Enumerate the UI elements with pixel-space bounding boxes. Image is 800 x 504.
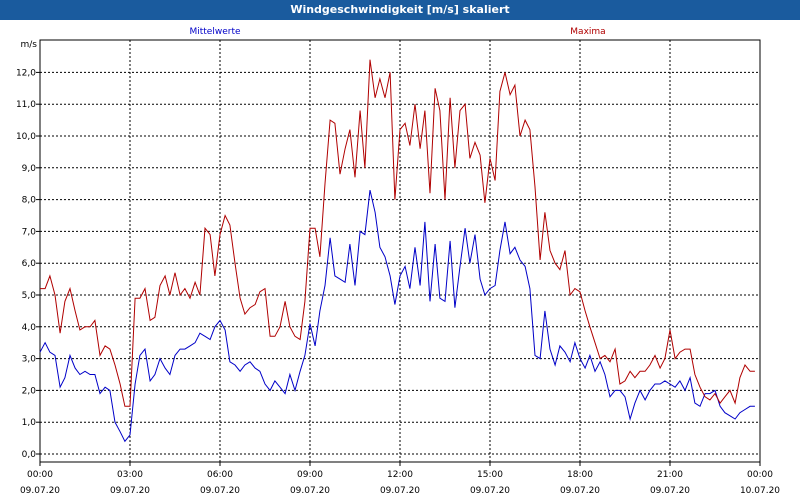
y-axis-label: m/s: [21, 40, 38, 50]
chart-area: 0,0 1,0 2,0 3,0 4,0 5,0 6,0 7,0 8,0 9,0 10,0 11,0 12…: [0, 20, 800, 500]
y-tick-label: 5,0: [22, 291, 37, 301]
x-tick-date-label: 09.07.20: [20, 486, 60, 496]
y-tick-label: 4,0: [22, 323, 37, 333]
y-tick-label: 2,0: [22, 386, 37, 396]
y-tick-label: 11,0: [16, 100, 36, 110]
y-tick-label: 7,0: [22, 227, 37, 237]
y-tick-label: 3,0: [22, 355, 37, 365]
series-line-maxima: [40, 59, 755, 407]
x-tick-time-label: 00:00: [747, 470, 773, 480]
y-tick-label: 9,0: [22, 164, 37, 174]
y-tick-label: 10,0: [16, 132, 36, 142]
x-tick-date-label: 10.07.20: [740, 486, 780, 496]
line-chart: 0,0 1,0 2,0 3,0 4,0 5,0 6,0 7,0 8,0 9,0 10,0 11,0 12…: [16, 27, 780, 496]
x-tick-date-label: 09.07.20: [560, 486, 600, 496]
x-tick-time-label: 12:00: [387, 470, 413, 480]
x-tick-date-label: 09.07.20: [110, 486, 150, 496]
x-tick-time-label: 00:00: [27, 470, 53, 480]
y-tick-label: 12,0: [16, 68, 36, 78]
x-tick-date-label: 09.07.20: [470, 486, 510, 496]
y-tick-label: 0,0: [22, 450, 37, 460]
x-tick-time-label: 09:00: [297, 470, 323, 480]
legend-mittelwerte: Mittelwerte: [189, 27, 240, 37]
x-tick-time-label: 18:00: [567, 470, 593, 480]
x-tick-time-label: 21:00: [657, 470, 683, 480]
x-tick-date-label: 09.07.20: [200, 486, 240, 496]
legend-maxima: Maxima: [570, 27, 605, 37]
x-tick-date-label: 09.07.20: [290, 486, 330, 496]
series-line-mittelwerte: [39, 189, 755, 443]
x-tick-time-label: 15:00: [477, 470, 503, 480]
plot-frame: [39, 39, 761, 463]
y-tick-label: 1,0: [22, 418, 37, 428]
x-tick-date-label: 09.07.20: [380, 486, 420, 496]
x-tick-time-label: 06:00: [207, 470, 233, 480]
y-tick-label: 8,0: [22, 196, 37, 206]
x-tick-date-label: 09.07.20: [650, 486, 690, 496]
y-tick-label: 6,0: [22, 259, 37, 269]
x-tick-time-label: 03:00: [117, 470, 143, 480]
window-title: Windgeschwindigkeit [m/s] skaliert: [0, 0, 800, 20]
